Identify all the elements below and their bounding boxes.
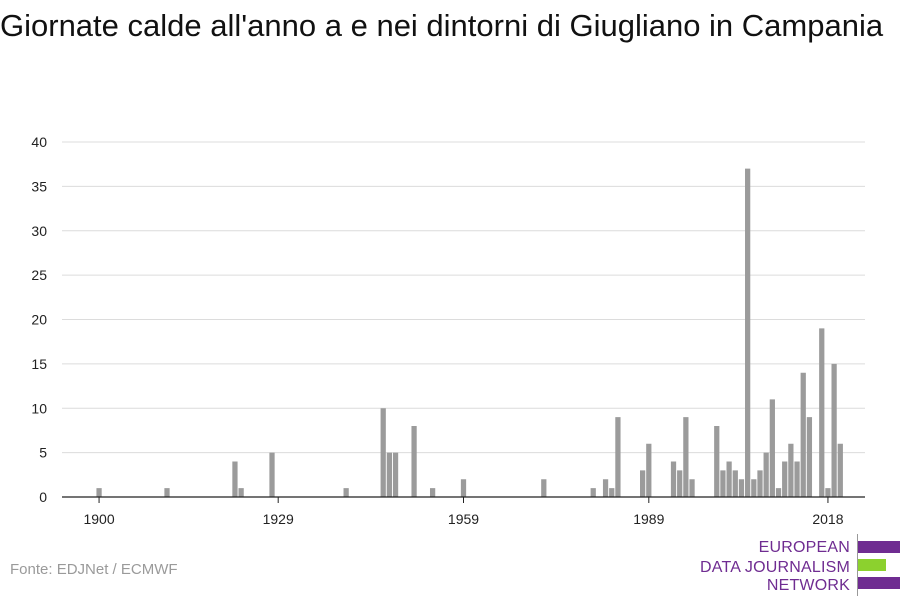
bar-2012[interactable] [788,443,794,497]
bar-1911[interactable] [164,488,170,497]
y-tick-label: 35 [31,178,47,194]
source-note: Fonte: EDJNet / ECMWF [10,561,178,578]
y-tick-label: 15 [31,356,47,372]
bar-2009[interactable] [769,399,775,497]
bar-2001[interactable] [720,470,726,497]
bar-1972[interactable] [541,479,547,497]
y-tick-label: 30 [31,223,47,239]
bar-1947[interactable] [386,452,393,497]
x-tick-label: 1989 [633,511,664,527]
y-tick-label: 25 [31,267,47,283]
bar-1988[interactable] [640,470,646,497]
bar-1900[interactable] [96,488,102,497]
bar-1983[interactable] [609,488,615,497]
x-tick-label: 1929 [263,511,294,527]
x-tick-label: 1959 [448,511,479,527]
x-tick-label: 2018 [812,511,843,527]
y-tick-labels: 0 5 10 15 20 25 30 35 40 [31,134,47,505]
bar-1996[interactable] [689,479,695,497]
y-tick-label: 5 [39,445,47,461]
bar-1995[interactable] [683,417,689,497]
logo-line-2: DATA JOURNALISM [700,559,850,576]
bar-2019[interactable] [831,363,837,497]
edjnet-logo[interactable]: EUROPEAN DATA JOURNALISM NETWORK [700,534,900,596]
bar-1946[interactable] [380,408,386,497]
bar-2008[interactable] [763,452,769,497]
gridlines [62,141,865,454]
bar-2015[interactable] [806,417,813,497]
axes [62,496,865,503]
bar-1994[interactable] [677,470,683,497]
bar-2006[interactable] [751,479,757,497]
y-tick-label: 0 [39,489,47,505]
logo-bar-purple-bottom [858,577,900,589]
bar-2004[interactable] [738,479,745,497]
bar-2013[interactable] [794,461,800,498]
bar-1928[interactable] [269,452,275,497]
bar-2003[interactable] [732,470,738,497]
bar-1948[interactable] [392,452,399,497]
bar-2018[interactable] [825,488,831,497]
y-tick-label: 10 [31,400,47,416]
x-tick-labels: 1900 1929 1959 1989 2018 [83,511,843,527]
logo-bar-green [858,559,886,571]
bar-1922[interactable] [232,461,238,498]
bar-1951[interactable] [411,426,417,497]
bar-1982[interactable] [602,479,609,497]
bar-1940[interactable] [343,488,349,497]
y-tick-label: 40 [31,134,47,150]
bar-2002[interactable] [726,461,732,498]
logo-line-1: EUROPEAN [758,539,850,556]
bar-2017[interactable] [819,328,825,497]
bar-2007[interactable] [757,470,763,497]
bar-1980[interactable] [590,488,596,497]
x-tick-label: 1900 [83,511,114,527]
bar-2020[interactable] [837,443,843,497]
bar-2000[interactable] [714,426,720,497]
bar-1989[interactable] [646,443,652,497]
logo-line-3: NETWORK [766,577,850,594]
bar-1959[interactable] [460,479,467,497]
bar-1954[interactable] [429,488,436,497]
chart-title: Giornate calde all'anno a e nei dintorni… [0,8,884,43]
bar-1923[interactable] [238,488,244,497]
bar-2014[interactable] [800,372,806,497]
bar-1993[interactable] [670,461,677,498]
y-tick-label: 20 [31,312,47,328]
bar-2005[interactable] [745,168,751,497]
bar-2011[interactable] [782,461,788,498]
bars [96,168,843,498]
bar-2010[interactable] [775,488,782,497]
bar-1984[interactable] [615,417,621,497]
logo-bar-purple-top [858,541,900,553]
logo-divider [857,534,858,596]
